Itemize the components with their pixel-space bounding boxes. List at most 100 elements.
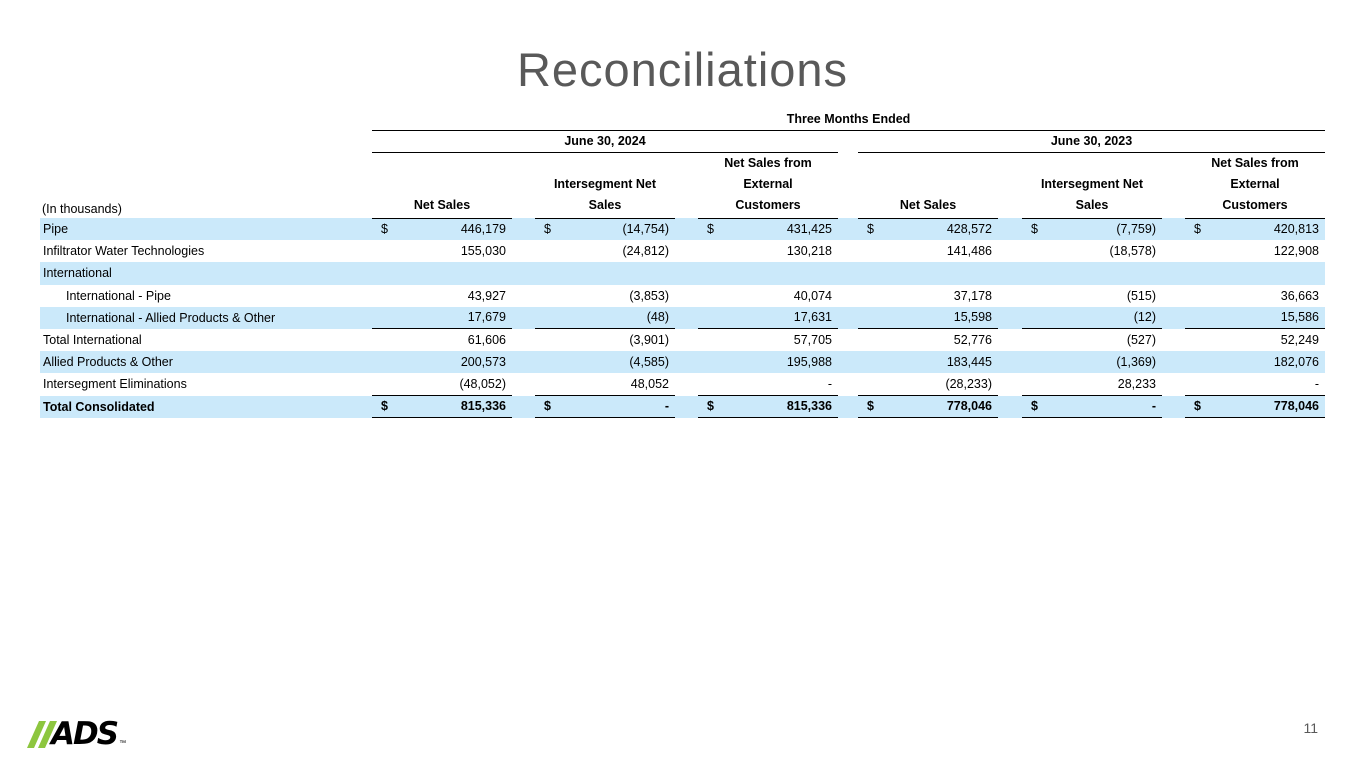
column-header-row: (In thousands) Net Sales Intersegment Ne… — [40, 153, 1325, 219]
cell-value: (527) — [1126, 333, 1156, 348]
cell: 43,927 — [372, 285, 512, 307]
cell: (18,578) — [1022, 240, 1162, 262]
cell-value: (14,754) — [622, 222, 669, 237]
cell-value: (48,052) — [459, 376, 506, 391]
dollar-sign: $ — [544, 399, 551, 414]
cell-value: - — [664, 399, 669, 414]
cell: (48) — [535, 307, 675, 329]
dollar-sign: $ — [707, 399, 714, 414]
cell-value: 15,598 — [953, 310, 992, 325]
cell: $ (7,759) — [1022, 218, 1162, 240]
cell-value: 183,445 — [946, 355, 992, 370]
row-label: Allied Products & Other — [43, 355, 173, 370]
cell: 37,178 — [858, 285, 998, 307]
cell-value: 48,052 — [630, 376, 669, 391]
cell: 15,598 — [858, 307, 998, 329]
cell-value: 200,573 — [460, 355, 506, 370]
table-caption-row: Three Months Ended — [40, 112, 1325, 131]
cell-value: 37,178 — [953, 288, 992, 303]
cell: $778,046 — [1185, 396, 1325, 418]
cell: 48,052 — [535, 373, 675, 396]
in-thousands-note: (In thousands) — [42, 202, 122, 216]
cell-value: 431,425 — [786, 222, 832, 237]
cell-value: 122,908 — [1273, 244, 1319, 259]
cell-value: (24,812) — [622, 244, 669, 259]
page-title: Reconciliations — [516, 43, 849, 96]
cell: $428,572 — [858, 218, 998, 240]
cell-value: 40,074 — [793, 288, 832, 303]
cell-value: (4,585) — [629, 355, 669, 370]
cell-value: - — [1314, 376, 1319, 391]
table-row-allied-products: Allied Products & Other 200,573 (4,585) … — [40, 351, 1325, 374]
cell-value: (515) — [1126, 288, 1156, 303]
column-header-intersegment-2024: Intersegment Net Sales — [535, 174, 675, 219]
dollar-sign: $ — [867, 399, 874, 414]
cell-value: 195,988 — [786, 355, 832, 370]
dollar-sign: $ — [1031, 222, 1038, 237]
cell-value: 155,030 — [460, 244, 506, 259]
cell: (3,901) — [535, 329, 675, 351]
cell: 122,908 — [1185, 240, 1325, 262]
column-header-external-2023: Net Sales from External Customers — [1185, 153, 1325, 219]
row-label: International - Allied Products & Other — [66, 310, 276, 325]
cell: $ - — [1022, 396, 1162, 418]
dollar-sign: $ — [544, 222, 551, 237]
cell-value: (48) — [646, 310, 669, 325]
cell: 17,631 — [698, 307, 838, 329]
cell: 182,076 — [1185, 351, 1325, 373]
table-row-pipe: Pipe $446,179 $ (14,754) $431,425 $428,57… — [40, 218, 1325, 241]
table-row-international: International — [40, 262, 1325, 285]
cell: (515) — [1022, 285, 1162, 307]
cell — [535, 262, 675, 284]
cell-value: 778,046 — [946, 399, 992, 414]
dollar-sign: $ — [1194, 399, 1201, 414]
cell-value: 61,606 — [467, 333, 506, 348]
cell-value: 52,249 — [1280, 333, 1319, 348]
cell-value: (18,578) — [1109, 244, 1156, 259]
cell: 52,249 — [1185, 329, 1325, 351]
cell: - — [698, 373, 838, 396]
cell-value: 17,631 — [793, 310, 832, 325]
cell-value: 815,336 — [786, 399, 832, 414]
cell: 155,030 — [372, 240, 512, 262]
cell-value: (12) — [1133, 310, 1156, 325]
dollar-sign: $ — [381, 399, 388, 414]
ads-logo: ADS ™ — [26, 716, 126, 752]
cell-value: 420,813 — [1273, 222, 1319, 237]
cell-value: 130,218 — [786, 244, 832, 259]
cell-value: 28,233 — [1117, 376, 1156, 391]
cell: 36,663 — [1185, 285, 1325, 307]
table-row-intersegment-eliminations: Intersegment Eliminations (48,052) 48,05… — [40, 373, 1325, 396]
cell-value: 428,572 — [946, 222, 992, 237]
period-header-row: June 30, 2024 June 30, 2023 — [40, 131, 1325, 153]
column-header-external-2024: Net Sales from External Customers — [698, 153, 838, 219]
column-header-net-sales-2024: Net Sales — [372, 195, 512, 219]
cell-value: (7,759) — [1116, 222, 1156, 237]
row-label: Intersegment Eliminations — [43, 377, 187, 392]
dollar-sign: $ — [381, 222, 388, 237]
cell-value: (28,233) — [945, 376, 992, 391]
cell: 17,679 — [372, 307, 512, 329]
dollar-sign: $ — [707, 222, 714, 237]
cell: $815,336 — [372, 396, 512, 418]
cell: 40,074 — [698, 285, 838, 307]
cell: 52,776 — [858, 329, 998, 351]
row-label: Total Consolidated — [43, 399, 155, 414]
cell: (48,052) — [372, 373, 512, 396]
cell-value: 815,336 — [460, 399, 506, 414]
ads-logo-text: ADS — [51, 716, 119, 752]
cell: 130,218 — [698, 240, 838, 262]
cell — [1185, 262, 1325, 284]
table-row-international-pipe: International - Pipe 43,927 (3,853) 40,0… — [40, 285, 1325, 307]
row-label: Pipe — [43, 222, 69, 237]
cell: (12) — [1022, 307, 1162, 329]
cell — [1022, 262, 1162, 284]
table-row-total-consolidated: Total Consolidated $815,336 $ - $815,336 … — [40, 395, 1325, 418]
cell: $446,179 — [372, 218, 512, 240]
cell-value: 57,705 — [793, 333, 832, 348]
dollar-sign: $ — [1031, 399, 1038, 414]
row-label: International - Pipe — [66, 288, 171, 303]
reconciliation-table: Three Months Ended June 30, 2024 June 30… — [40, 112, 1325, 418]
cell: 183,445 — [858, 351, 998, 373]
